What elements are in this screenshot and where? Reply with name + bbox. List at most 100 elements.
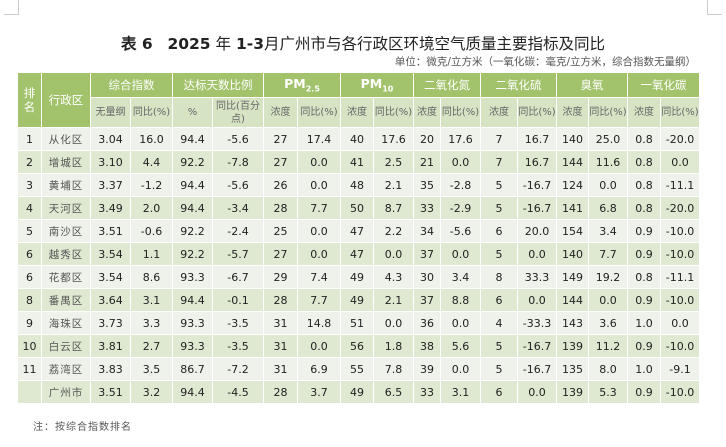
table-row: 5 南沙区 3.51 -0.6 92.2 -2.4 25 0.0 47 2.2 34 -5.6 6 20.… — [17, 219, 700, 243]
subheader-cell: 同比(%) — [440, 97, 481, 128]
district-cell: 荔湾区 — [41, 357, 91, 381]
value-cell: 3.54 — [90, 265, 131, 289]
district-cell: 番禺区 — [41, 288, 91, 312]
value-cell: 140 — [556, 127, 589, 151]
table-row: 3 黄埔区 3.37 -1.2 94.4 -5.6 26 0.0 48 2.1 35 -2.8 5 -16… — [17, 173, 700, 197]
value-cell: 31 — [263, 311, 298, 335]
value-cell: 3.1 — [130, 288, 173, 312]
header-so2: 二氧化硫 — [480, 72, 557, 98]
district-cell: 海珠区 — [41, 311, 91, 335]
value-cell: 6 — [480, 288, 518, 312]
value-cell: 35 — [413, 173, 441, 197]
table-row: 6 花都区 3.54 8.6 93.3 -6.7 29 7.4 49 4.3 30 3.4 8 33.3 1… — [17, 265, 700, 289]
value-cell: 17.6 — [373, 127, 414, 151]
value-cell: -7.2 — [212, 357, 264, 381]
value-cell: 5 — [480, 334, 518, 358]
value-cell: 3.4 — [588, 219, 628, 243]
rank-cell: 9 — [17, 311, 42, 335]
value-cell: -5.6 — [440, 219, 481, 243]
value-cell: 0.8 — [627, 150, 661, 174]
value-cell: 31 — [263, 357, 298, 381]
value-cell: 11.2 — [588, 334, 628, 358]
page-corner-mark — [707, 0, 722, 15]
value-cell: 92.2 — [172, 150, 213, 174]
value-cell: 17.6 — [440, 127, 481, 151]
value-cell: 4.4 — [130, 150, 173, 174]
value-cell: 28 — [263, 288, 298, 312]
value-cell: 47 — [340, 219, 374, 243]
table-row: 4 天河区 3.49 2.0 94.4 -3.4 28 7.7 50 8.7 33 -2.9 5 -16.… — [17, 196, 700, 220]
value-cell: 0.0 — [440, 311, 481, 335]
rank-cell: 4 — [17, 196, 42, 220]
table-row: 2 增城区 3.10 4.4 92.2 -7.8 27 0.0 41 2.5 21 0.0 7 16.7 1… — [17, 150, 700, 174]
value-cell: 5 — [480, 357, 518, 381]
subheader-cell: 同比(%) — [297, 97, 341, 128]
value-cell: 51 — [340, 311, 374, 335]
value-cell: 0.0 — [517, 242, 557, 266]
value-cell: -5.6 — [212, 173, 264, 197]
header-compliance-days: 达标天数比例 — [172, 72, 264, 98]
value-cell: 33 — [413, 380, 441, 404]
value-cell: 8.6 — [130, 265, 173, 289]
table-row: 广州市 3.51 3.2 94.4 -4.5 28 3.7 49 6.5 33 3.1 6 0.0 139… — [17, 380, 700, 404]
value-cell: 33.3 — [517, 265, 557, 289]
value-cell: -10.0 — [660, 288, 700, 312]
value-cell: 21 — [413, 150, 441, 174]
value-cell: 0.0 — [297, 242, 341, 266]
subheader-cell: 浓度 — [263, 97, 298, 128]
rank-cell: 8 — [17, 288, 42, 312]
value-cell: 2.2 — [373, 219, 414, 243]
subheader-cell: 浓度 — [340, 97, 374, 128]
value-cell: -3.4 — [212, 196, 264, 220]
value-cell: 5 — [480, 196, 518, 220]
value-cell: 5.6 — [440, 334, 481, 358]
value-cell: 6.9 — [297, 357, 341, 381]
value-cell: -10.0 — [660, 242, 700, 266]
value-cell: 20.0 — [517, 219, 557, 243]
value-cell: 50 — [340, 196, 374, 220]
value-cell: 2.7 — [130, 334, 173, 358]
value-cell: 0.8 — [627, 265, 661, 289]
value-cell: 0.0 — [297, 334, 341, 358]
value-cell: 0.0 — [440, 357, 481, 381]
value-cell: 0.0 — [440, 150, 481, 174]
value-cell: 0.0 — [588, 288, 628, 312]
value-cell: 0.0 — [660, 311, 700, 335]
value-cell: -0.1 — [212, 288, 264, 312]
value-cell: 135 — [556, 357, 589, 381]
value-cell: 3.49 — [90, 196, 131, 220]
value-cell: 6 — [480, 219, 518, 243]
value-cell: 49 — [340, 288, 374, 312]
value-cell: 141 — [556, 196, 589, 220]
value-cell: 0.8 — [627, 127, 661, 151]
header-pm10: PM10 — [340, 72, 414, 98]
value-cell: 1.0 — [627, 357, 661, 381]
title-text: 月广州市与各行政区环境空气质量主要指标及同比 — [264, 35, 606, 53]
subheader-cell: % — [172, 97, 213, 128]
table-row: 10 白云区 3.81 2.7 93.3 -3.5 31 0.0 56 1.8 38 5.6 5 -16.… — [17, 334, 700, 358]
value-cell: 6 — [480, 380, 518, 404]
value-cell: 0.0 — [517, 288, 557, 312]
value-cell: 5.3 — [588, 380, 628, 404]
header-pm25: PM2.5 — [263, 72, 341, 98]
value-cell: 0.9 — [627, 334, 661, 358]
value-cell: 33 — [413, 196, 441, 220]
district-cell: 增城区 — [41, 150, 91, 174]
value-cell: -11.1 — [660, 173, 700, 197]
value-cell: 5 — [480, 173, 518, 197]
value-cell: -16.7 — [517, 334, 557, 358]
table-row: 9 海珠区 3.73 3.3 93.3 -3.5 31 14.8 51 0.0 36 0.0 4 -33.… — [17, 311, 700, 335]
value-cell: 0.9 — [627, 380, 661, 404]
district-cell: 南沙区 — [41, 219, 91, 243]
subheader-cell: 浓度 — [480, 97, 518, 128]
value-cell: 26 — [263, 173, 298, 197]
value-cell: 139 — [556, 380, 589, 404]
district-cell: 从化区 — [41, 127, 91, 151]
value-cell: 3.83 — [90, 357, 131, 381]
value-cell: 94.4 — [172, 380, 213, 404]
value-cell: 6.5 — [373, 380, 414, 404]
value-cell: 14.8 — [297, 311, 341, 335]
value-cell: 25 — [263, 219, 298, 243]
value-cell: 27 — [263, 127, 298, 151]
value-cell: -16.7 — [517, 196, 557, 220]
